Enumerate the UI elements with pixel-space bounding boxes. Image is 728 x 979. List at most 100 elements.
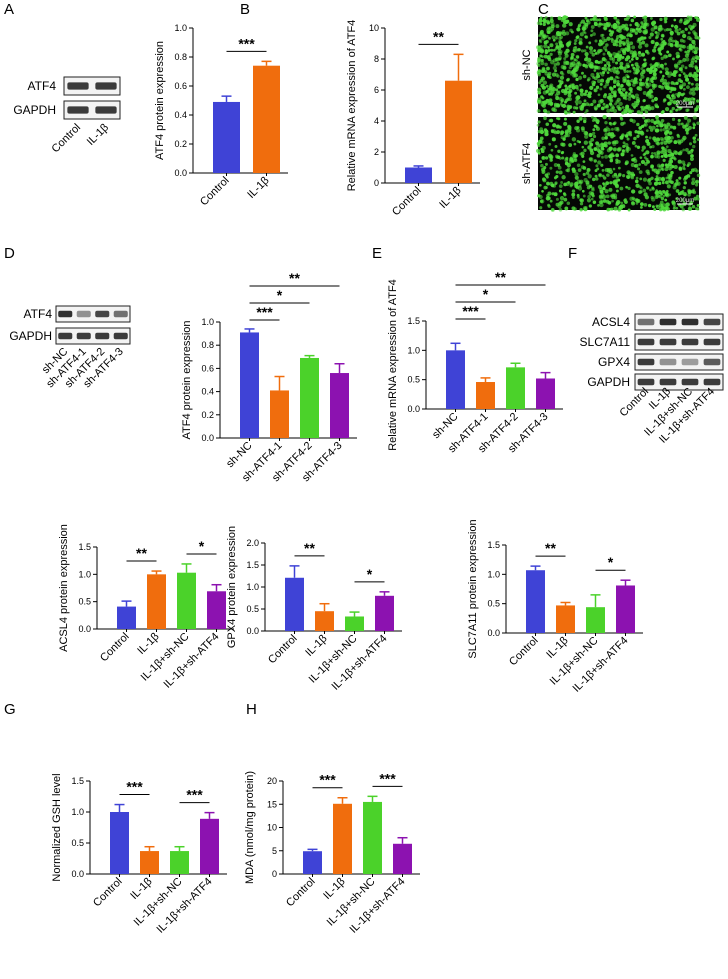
bar-il-1-sh-nc — [363, 801, 382, 874]
chart-D_bar: 0.0 0.2 0.4 0.6 0.8 1.0 ATF4 protein expressio… — [181, 270, 357, 484]
x-tick-label: IL-1β — [437, 185, 463, 211]
y-tick-label: 20 — [267, 776, 277, 786]
y-tick-label: 1.5 — [246, 560, 259, 570]
y-tick-label: 0.4 — [174, 110, 187, 120]
blot-band — [659, 378, 677, 386]
y-tick-label: 0.0 — [487, 628, 500, 638]
blot-band — [637, 318, 655, 326]
significance-label: ** — [433, 28, 444, 44]
bar-sh-atf4-2 — [506, 367, 525, 409]
cell-dots — [536, 15, 701, 115]
blot-strip — [634, 333, 724, 351]
significance-label: *** — [126, 779, 143, 795]
chart-B_bar: 0 2 4 6 8 10 Relative mRNA expression of ATF4 C… — [346, 20, 480, 218]
x-tick-label: IL-1β — [128, 876, 154, 902]
significance-label: *** — [462, 303, 479, 319]
blot-band — [703, 378, 721, 386]
x-tick-label: IL-1β — [245, 175, 271, 201]
bar-control — [117, 606, 136, 629]
y-tick-label: 1.5 — [487, 540, 500, 550]
blot-strip — [55, 327, 131, 345]
y-tick-label: 1.0 — [407, 345, 420, 355]
chart-F_acsl4: 0.0 0.5 1.0 1.5 ACSL4 protein expression Cont… — [58, 524, 234, 691]
y-tick-label: 1.0 — [71, 807, 84, 817]
significance-label: ** — [136, 545, 147, 561]
significance-label: *** — [186, 787, 203, 803]
western-blot-f: ACSL4SLC7A11GPX4GAPDHControlIL-1βIL-1β+s… — [580, 313, 724, 446]
y-tick-label: 0.6 — [201, 363, 214, 373]
significance-label: * — [277, 287, 283, 303]
y-tick-label: 2 — [374, 147, 379, 157]
y-tick-label: 0.5 — [78, 597, 91, 607]
y-tick-label: 10 — [369, 23, 379, 33]
y-tick-label: 0.0 — [246, 626, 259, 636]
western-blot-d: ATF4GAPDHsh-NCsh-ATF4-1sh-ATF4-2sh-ATF4-… — [9, 305, 131, 390]
y-tick-label: 2.0 — [246, 538, 259, 548]
significance-label: * — [199, 538, 205, 554]
panel-label-d: D — [4, 245, 15, 262]
y-axis-label: ATF4 protein expression — [181, 320, 193, 439]
blot-protein-label: SLC7A11 — [580, 335, 631, 349]
western-blot-a: ATF4 GAPDH Control IL-1β — [13, 76, 121, 155]
chart-E_bar: 0.0 0.5 1.0 1.5 Relative mRNA expression of … — [387, 269, 563, 455]
y-tick-label: 0.0 — [407, 404, 420, 414]
bar-il-1- — [140, 851, 159, 874]
y-tick-label: 0.0 — [78, 624, 91, 634]
chart-A_bar: 0.0 0.2 0.4 0.6 0.8 1.0 ATF4 protein expressio… — [154, 23, 288, 208]
blot-band — [703, 338, 721, 346]
bar-il-1-sh-nc — [586, 607, 605, 633]
image-row-label: sh-ATF4 — [521, 143, 533, 184]
y-tick-label: 10 — [267, 823, 277, 833]
y-axis-label: GPX4 protein expression — [226, 526, 238, 648]
blot-strip — [634, 313, 724, 331]
bar-il-1- — [253, 65, 280, 173]
y-tick-label: 0.2 — [174, 139, 187, 149]
y-tick-label: 4 — [374, 116, 379, 126]
blot-band — [703, 358, 721, 366]
y-tick-label: 8 — [374, 54, 379, 64]
y-tick-label: 1.0 — [246, 582, 259, 592]
y-tick-label: 1.0 — [487, 569, 500, 579]
chart-F_slc7a11: 0.0 0.5 1.0 1.5 SLC7A11 protein expression Co… — [467, 519, 643, 695]
bar-il-1-sh-nc — [177, 572, 196, 629]
y-tick-label: 0 — [374, 178, 379, 188]
y-tick-label: 0.0 — [174, 168, 187, 178]
panel-label-f: F — [568, 245, 577, 262]
bar-il-1- — [556, 605, 575, 633]
x-tick-label: IL-1β — [135, 631, 161, 657]
panel-label-c: C — [538, 1, 549, 18]
bar-control — [285, 577, 304, 631]
panel-label-g: G — [4, 701, 16, 718]
significance-label: *** — [238, 35, 255, 51]
x-tick-label: IL-1β — [544, 635, 570, 661]
blot-protein-label: GAPDH — [13, 103, 56, 117]
bar-il-1-sh-atf4 — [375, 595, 394, 631]
y-tick-label: 15 — [267, 799, 277, 809]
y-tick-label: 1.0 — [78, 569, 91, 579]
blot-band — [67, 106, 89, 114]
x-tick-label: Control — [198, 175, 232, 209]
significance-label: *** — [379, 770, 396, 786]
y-tick-label: 0.8 — [201, 340, 214, 350]
bar-sh-atf4-1 — [270, 390, 289, 438]
bar-il-1-sh-atf4 — [393, 843, 412, 874]
y-tick-label: 0.5 — [487, 599, 500, 609]
x-tick-label: Control — [390, 185, 424, 219]
blot-band — [113, 332, 128, 340]
blot-band — [95, 106, 117, 114]
y-tick-label: 0.0 — [201, 433, 214, 443]
image-row-label: sh-NC — [521, 49, 533, 80]
significance-label: ** — [304, 540, 315, 556]
x-tick-label: IL-1β+sh-ATF4 — [161, 631, 221, 691]
bar-control — [526, 570, 545, 633]
bar-il-1- — [315, 611, 334, 631]
x-tick-label: IL-1β+sh-ATF4 — [329, 633, 389, 693]
y-tick-label: 0 — [272, 869, 277, 879]
y-tick-label: 0.5 — [246, 604, 259, 614]
y-tick-label: 1.0 — [174, 23, 187, 33]
chart-F_gpx4: 0.0 0.5 1.0 1.5 2.0 GPX4 protein expression Co… — [226, 526, 402, 693]
x-tick-label: IL-1β+sh-ATF4 — [154, 876, 214, 936]
y-axis-label: SLC7A11 protein expression — [467, 519, 479, 658]
